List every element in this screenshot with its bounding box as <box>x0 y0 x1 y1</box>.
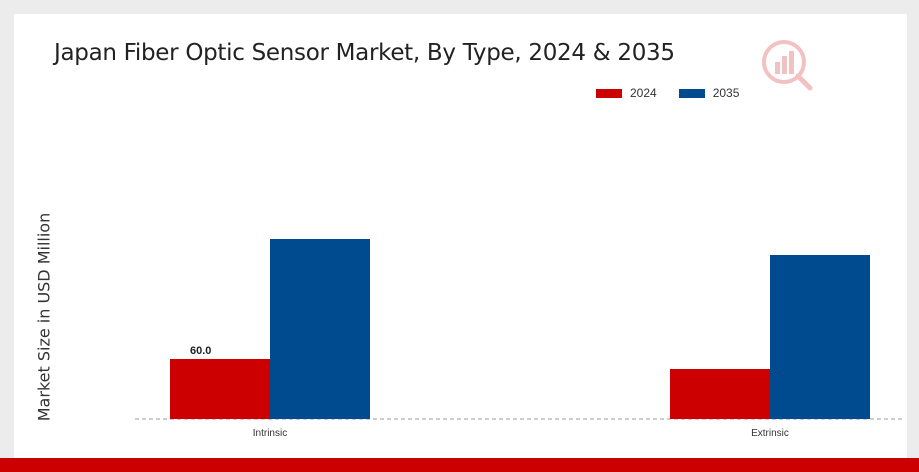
bar-extrinsic-2024 <box>670 369 770 419</box>
chart-title: Japan Fiber Optic Sensor Market, By Type… <box>54 40 675 66</box>
bar-intrinsic-2035 <box>270 239 370 419</box>
bar-intrinsic-2024 <box>170 359 270 419</box>
legend-item-2024: 2024 <box>596 86 657 100</box>
x-tick-label-intrinsic: Intrinsic <box>253 428 287 439</box>
market-research-logo-icon <box>762 40 813 91</box>
legend-item-2035: 2035 <box>678 86 740 100</box>
chart-legend: 2024 2035 <box>596 86 739 100</box>
x-tick-label-extrinsic: Extrinsic <box>751 428 789 439</box>
legend-swatch-2024 <box>596 88 622 98</box>
bar-extrinsic-2035 <box>770 255 870 419</box>
legend-label-2024: 2024 <box>630 86 657 100</box>
data-label-intrinsic-2024: 60.0 <box>190 345 211 357</box>
legend-swatch-2035 <box>678 88 705 98</box>
bottom-accent-bar <box>0 458 919 472</box>
legend-label-2035: 2035 <box>712 86 740 100</box>
